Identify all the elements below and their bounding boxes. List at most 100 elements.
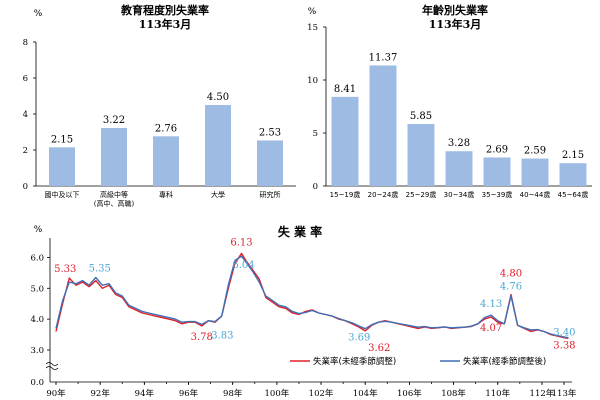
- x-tick-label: 研究所: [260, 190, 281, 199]
- bar: [445, 151, 473, 186]
- chart-subtitle: 113年3月: [429, 17, 482, 31]
- y-tick-label: 8: [23, 38, 28, 48]
- x-tick-label: 113年: [552, 388, 577, 399]
- x-tick-label: 98年: [223, 388, 243, 399]
- annotation-label: 4.07: [480, 323, 502, 334]
- bar-value-label: 11.37: [369, 52, 398, 63]
- axes: 0 2 4 6 8 國中及以下 高級中等(高中、高職) 專科 大學 研究所: [23, 38, 296, 208]
- x-tick-label: 102年: [309, 388, 334, 399]
- annotations: 5.33 5.35 3.783.83 6.13 6.04 3.693.62 4.13 4.07…: [54, 237, 575, 353]
- annotation-label: 3.78: [191, 332, 213, 343]
- x-tick-label: 15~19歲: [330, 190, 361, 199]
- x-tick-label: 專科: [159, 190, 173, 199]
- series: [55, 252, 569, 339]
- bars: 8.41 11.37 5.85 3.28 2.69 2.59 2.15: [331, 52, 587, 186]
- x-tick-label: 92年: [91, 388, 111, 399]
- x-tick-label: 100年: [265, 388, 290, 399]
- bar-value-label: 3.22: [103, 115, 125, 126]
- bar: [521, 158, 549, 186]
- legend: 失業率(未經季節調整) 失業率(經季節調整後): [290, 356, 546, 367]
- annotation-label: 4.13: [480, 299, 502, 310]
- bar-value-label: 4.50: [207, 92, 229, 103]
- x-tick-label: 高級中等: [100, 190, 128, 199]
- annotation-label: 5.35: [89, 263, 111, 274]
- y-tick-label: 0: [313, 182, 318, 192]
- bar: [205, 105, 231, 186]
- x-tick-label: 90年: [46, 388, 66, 399]
- x-tick-label: 108年: [441, 388, 466, 399]
- annotation-label: 3.62: [368, 343, 390, 354]
- x-tick-label: 大學: [211, 190, 225, 199]
- axis-break-mark: [45, 362, 59, 370]
- bar-value-label: 2.15: [562, 150, 584, 161]
- y-tick-label: 4.0: [30, 315, 44, 325]
- x-tick-label: 45~64歲: [558, 190, 589, 199]
- bar: [331, 96, 359, 186]
- annotation-label: 3.83: [211, 330, 233, 341]
- annotation-label: 4.76: [500, 282, 522, 293]
- bar: [257, 140, 283, 186]
- x-tick-label: 104年: [353, 388, 378, 399]
- x-tick-label: 94年: [135, 388, 155, 399]
- x-tick-label: 35~39歲: [482, 190, 513, 199]
- y-axis-unit: %: [34, 9, 43, 19]
- bar-value-label: 5.85: [410, 111, 432, 122]
- x-tick-label: 110年: [485, 388, 510, 399]
- bar-value-label: 3.28: [448, 138, 470, 149]
- x-tick-label: 106年: [397, 388, 422, 399]
- x-tick-label: 96年: [179, 388, 199, 399]
- chart-subtitle: 113年3月: [139, 17, 192, 31]
- bar-value-label: 2.69: [486, 144, 508, 155]
- education-unemployment-chart: 教育程度別失業率 113年3月 % 0 2 4 6 8 國中及以下 高級中等(高中、高職) 專…: [23, 3, 296, 208]
- annotation-label: 6.04: [232, 260, 254, 271]
- chart-title: 失 業 率: [278, 224, 322, 239]
- bar: [369, 65, 397, 186]
- x-tick-label: (高中、高職): [94, 199, 135, 208]
- bar-value-label: 8.41: [334, 84, 356, 95]
- annotation-label: 6.13: [230, 237, 252, 248]
- y-tick-label: 6.0: [30, 253, 44, 263]
- bar-value-label: 2.59: [524, 146, 546, 157]
- y-tick-label: 10: [307, 76, 318, 86]
- x-tick-label: 112年: [530, 388, 555, 399]
- annotation-label: 3.40: [553, 328, 575, 339]
- y-tick-label: 5: [313, 129, 318, 139]
- y-axis-unit: %: [34, 225, 43, 235]
- annotation-label: 3.69: [348, 333, 370, 344]
- annotation-label: 3.38: [553, 340, 575, 351]
- legend-label-adjusted: 失業率(經季節調整後): [463, 356, 546, 367]
- bar: [483, 157, 511, 186]
- bar: [101, 128, 127, 186]
- y-tick-label: 6: [23, 74, 28, 84]
- x-tick-label: 20~24歲: [368, 190, 399, 199]
- bar: [559, 163, 587, 186]
- x-tick-label: 30~34歲: [444, 190, 475, 199]
- bar-value-label: 2.53: [259, 127, 281, 138]
- y-tick-label: 5.0: [30, 284, 44, 294]
- y-tick-label: 4: [23, 110, 28, 120]
- y-tick-label: 3.0: [30, 346, 44, 356]
- y-tick-label: 2: [23, 146, 28, 156]
- bars: 2.15 3.22 2.76 4.50 2.53: [49, 92, 283, 186]
- chart-title: 年齡別失業率: [422, 3, 488, 17]
- bar: [153, 136, 179, 186]
- age-unemployment-chart: 年齡別失業率 113年3月 % 0 5 10 15 15~19歲 20~24歲 25~29歲…: [307, 3, 592, 199]
- y-tick-label: 0.0: [30, 378, 44, 388]
- annotation-label: 4.80: [500, 268, 522, 279]
- bar: [407, 123, 435, 186]
- y-tick-label: 15: [307, 23, 318, 33]
- annotation-label: 5.33: [54, 264, 76, 275]
- series-line-adjusted: [55, 255, 569, 339]
- y-tick-label: 0: [23, 182, 28, 192]
- x-tick-label: 國中及以下: [45, 190, 80, 199]
- bar-value-label: 2.76: [155, 123, 177, 134]
- x-tick-label: 40~44歲: [520, 190, 551, 199]
- chart-title: 教育程度別失業率: [120, 3, 209, 17]
- y-axis-unit: %: [308, 7, 317, 17]
- x-tick-label: 25~29歲: [406, 190, 437, 199]
- bar-value-label: 2.15: [51, 134, 73, 145]
- legend-label-unadjusted: 失業率(未經季節調整): [313, 356, 396, 367]
- bar: [49, 147, 75, 186]
